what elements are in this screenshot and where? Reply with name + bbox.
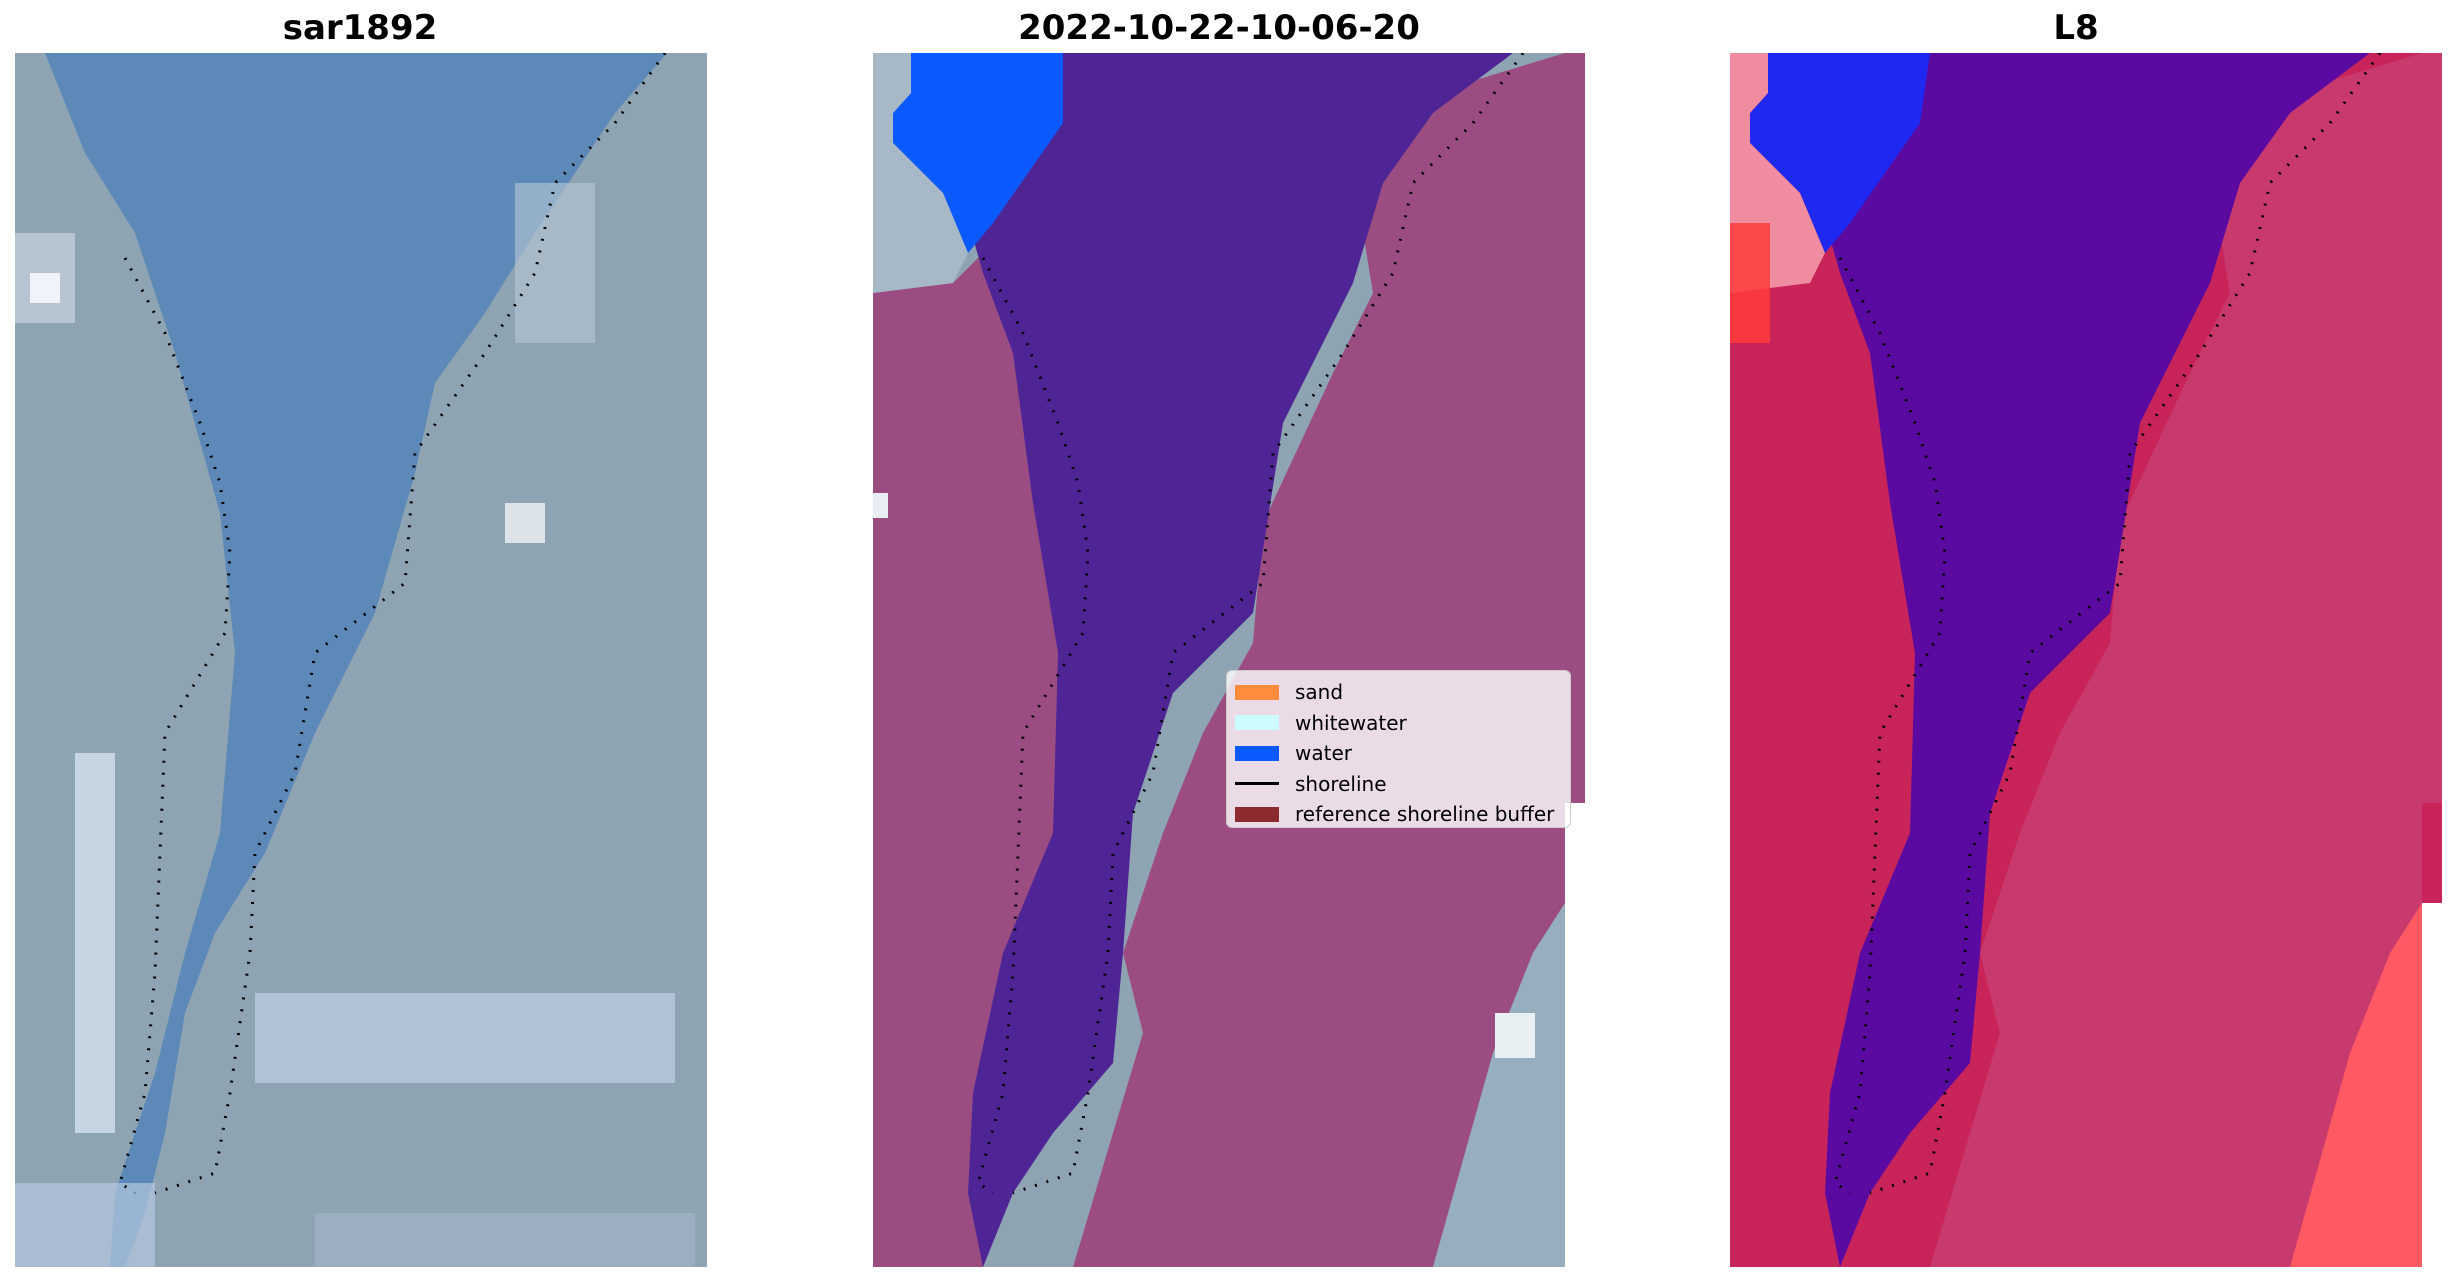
shoreline-right <box>154 53 667 1195</box>
classification-image <box>873 53 1585 1267</box>
shoreline-left <box>118 257 232 1195</box>
legend-item-water: water <box>1235 738 1560 769</box>
rgb-image-panel <box>15 53 707 1267</box>
rgb-image <box>15 53 707 1267</box>
legend-label-reference-buffer: reference shoreline buffer <box>1295 802 1555 827</box>
legend-swatch-sand <box>1235 684 1279 700</box>
l8-panel <box>1730 53 2442 1267</box>
legend-item-shoreline: shoreline <box>1235 769 1560 800</box>
legend-label-water: water <box>1295 741 1352 766</box>
legend-item-sand: sand <box>1235 677 1560 708</box>
classification-panel <box>873 53 1585 1267</box>
l8-image <box>1730 53 2442 1267</box>
legend-item-reference-buffer: reference shoreline buffer <box>1235 799 1560 830</box>
legend-swatch-reference-buffer <box>1235 806 1279 822</box>
legend-label-whitewater: whitewater <box>1295 710 1407 735</box>
panel-title-rgb: sar1892 <box>282 8 438 48</box>
legend-label-shoreline: shoreline <box>1295 771 1387 796</box>
legend-label-sand: sand <box>1295 680 1344 705</box>
panel-title-classification: 2022-10-22-10-06-20 <box>1018 8 1420 48</box>
panel-title-l8: L8 <box>2053 8 2099 48</box>
legend-item-whitewater: whitewater <box>1235 708 1560 739</box>
legend-line-shoreline <box>1235 782 1279 786</box>
legend-swatch-whitewater <box>1235 715 1279 731</box>
legend: sand whitewater water shoreline referenc… <box>1226 670 1571 828</box>
legend-swatch-water <box>1235 745 1279 761</box>
